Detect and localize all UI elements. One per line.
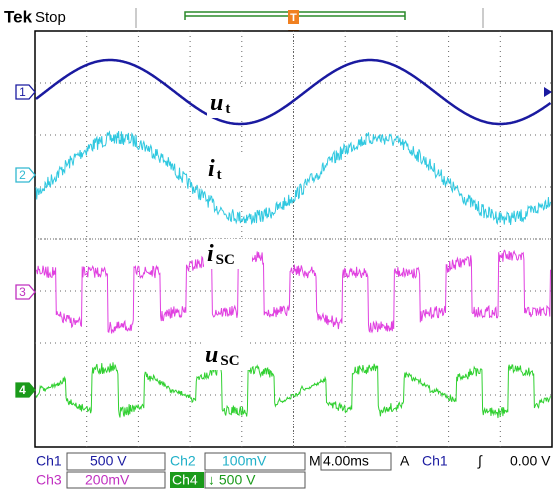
- time-prefix: M: [309, 453, 321, 469]
- label-main: u: [205, 342, 218, 368]
- label-subscript: t: [217, 167, 222, 183]
- trigger-prefix: A: [400, 453, 410, 469]
- ch4-scale: ↓ 500 V: [208, 472, 256, 488]
- label-subscript: SC: [220, 353, 239, 369]
- trigger-level: 0.00 V: [510, 453, 551, 469]
- ch2-name: Ch2: [170, 453, 196, 469]
- label-main: i: [207, 241, 214, 267]
- ch2-scale: 100mV: [222, 453, 267, 469]
- run-status: Stop: [35, 9, 66, 26]
- ch4-name: Ch4: [172, 472, 198, 488]
- ch1-scale: 500 V: [90, 453, 127, 469]
- label-main: i: [208, 156, 215, 182]
- oscilloscope-screen: Tek Stop T T 1234 utitiSCuSC Ch1 500 V C…: [0, 0, 557, 489]
- brand: Tek: [4, 7, 33, 26]
- label-main: u: [210, 90, 223, 116]
- ch1-name: Ch1: [36, 453, 62, 469]
- trigger-source: Ch1: [422, 453, 448, 469]
- channel-marker: 3: [19, 285, 26, 299]
- time-scale: 4.00ms: [323, 453, 369, 469]
- ch3-scale: 200mV: [85, 472, 130, 488]
- label-subscript: SC: [216, 252, 235, 268]
- trigger-position-marker: T: [290, 12, 297, 24]
- channel-marker: 1: [19, 85, 26, 99]
- ch3-name: Ch3: [36, 472, 62, 488]
- label-subscript: t: [225, 101, 230, 117]
- channel-marker: 2: [19, 168, 26, 182]
- channel-marker: 4: [19, 383, 26, 397]
